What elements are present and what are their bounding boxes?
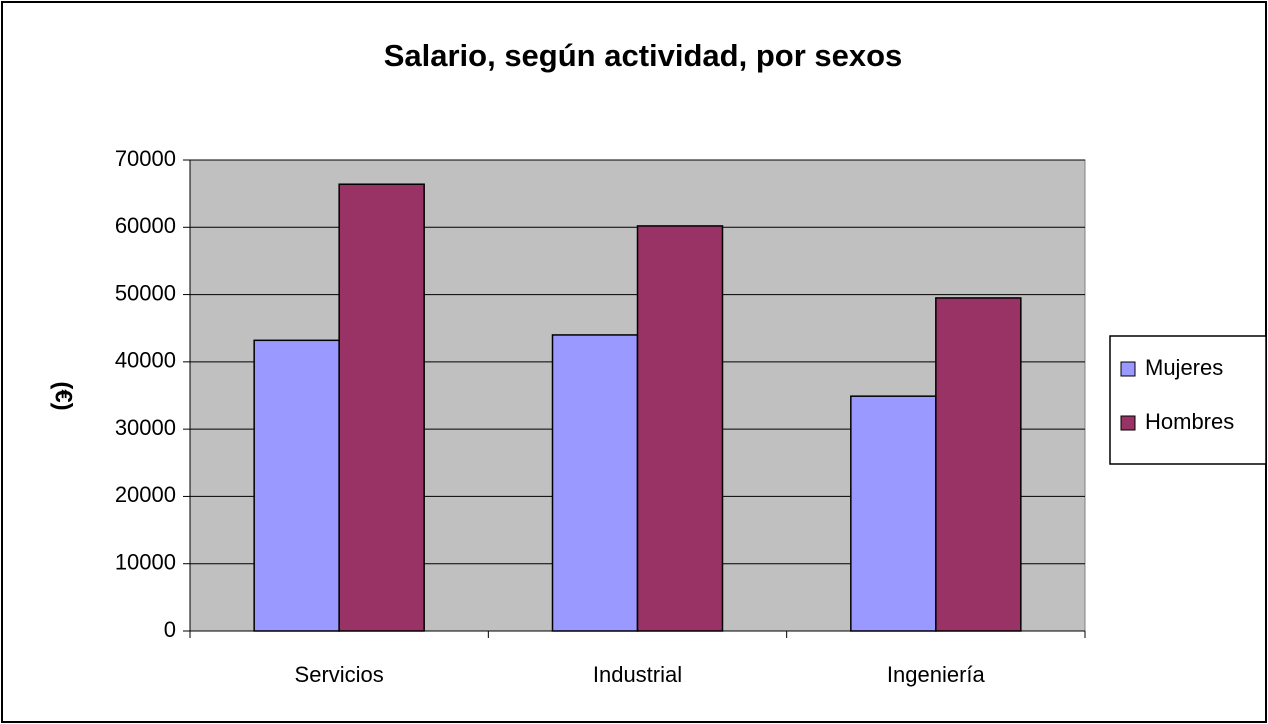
chart-title: Salario, según actividad, por sexos — [384, 38, 903, 73]
y-axis-label: (€) — [50, 381, 77, 410]
bar — [636, 225, 724, 632]
y-tick-label: 20000 — [115, 482, 176, 507]
y-tick-label: 30000 — [115, 415, 176, 440]
bar — [253, 339, 340, 632]
y-tick-label: 0 — [164, 617, 176, 642]
x-tick-label: Ingeniería — [887, 662, 986, 687]
bar — [551, 334, 639, 632]
x-tick-label: Servicios — [295, 662, 384, 687]
bar — [935, 297, 1022, 632]
y-tick-label: 40000 — [115, 348, 176, 373]
legend-label: Mujeres — [1145, 355, 1223, 380]
legend-label: Hombres — [1145, 409, 1234, 434]
y-tick-label: 50000 — [115, 280, 176, 305]
y-tick-label: 10000 — [115, 550, 176, 575]
legend-swatch — [1120, 361, 1136, 377]
bar — [850, 395, 937, 632]
legend-swatch — [1120, 415, 1136, 431]
y-tick-label: 60000 — [115, 213, 176, 238]
x-tick-label: Industrial — [593, 662, 682, 687]
y-tick-label: 70000 — [115, 146, 176, 171]
bar — [338, 183, 425, 632]
legend-box — [1109, 335, 1267, 465]
